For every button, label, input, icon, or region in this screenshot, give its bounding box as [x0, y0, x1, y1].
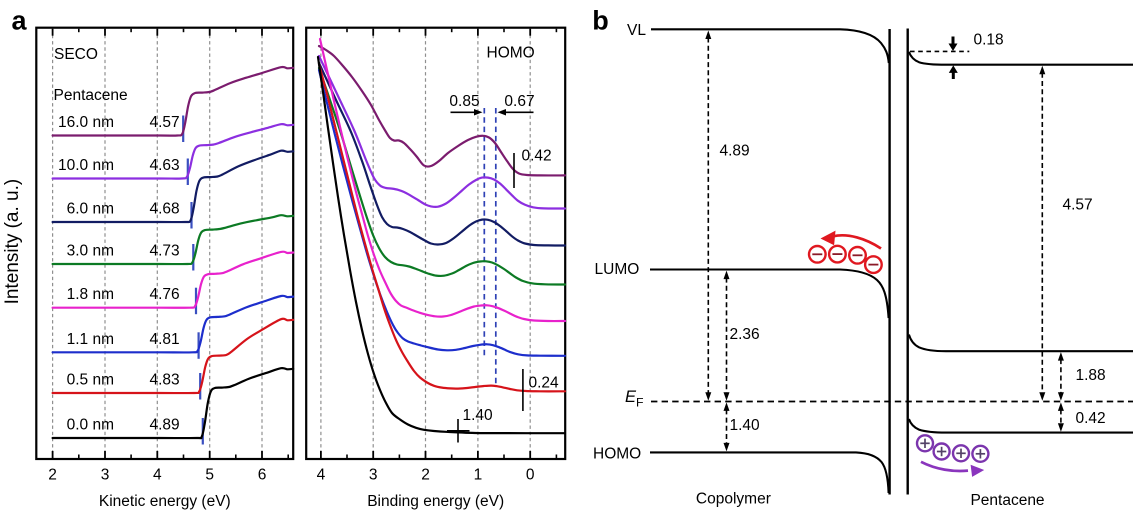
svg-text:10.0 nm: 10.0 nm — [58, 157, 114, 174]
svg-text:2: 2 — [421, 467, 430, 484]
svg-text:4.83: 4.83 — [150, 372, 180, 389]
svg-text:a: a — [12, 5, 28, 35]
svg-text:3.0 nm: 3.0 nm — [67, 243, 114, 260]
svg-text:SECO: SECO — [54, 46, 98, 63]
svg-text:6.0 nm: 6.0 nm — [67, 201, 114, 218]
svg-text:Kinetic energy (eV): Kinetic energy (eV) — [99, 493, 231, 510]
svg-text:4: 4 — [153, 467, 162, 484]
svg-text:5: 5 — [205, 467, 214, 484]
svg-text:0.24: 0.24 — [529, 375, 560, 392]
svg-text:0.67: 0.67 — [504, 93, 534, 110]
svg-text:4.89: 4.89 — [720, 143, 750, 160]
svg-text:0.85: 0.85 — [449, 93, 479, 110]
svg-text:Pentacene: Pentacene — [54, 87, 128, 104]
svg-text:4.57: 4.57 — [1063, 197, 1093, 214]
svg-text:1.1 nm: 1.1 nm — [67, 331, 114, 348]
svg-text:0.42: 0.42 — [522, 148, 552, 165]
svg-text:2.36: 2.36 — [730, 326, 760, 343]
svg-text:VL: VL — [627, 22, 646, 39]
svg-text:0.5 nm: 0.5 nm — [67, 372, 114, 389]
svg-text:0.0 nm: 0.0 nm — [67, 417, 114, 434]
svg-text:3: 3 — [101, 467, 110, 484]
svg-text:4.68: 4.68 — [150, 201, 180, 218]
svg-text:Copolymer: Copolymer — [696, 491, 771, 508]
svg-text:3: 3 — [369, 467, 378, 484]
svg-text:4.76: 4.76 — [150, 286, 180, 303]
svg-text:6: 6 — [258, 467, 267, 484]
svg-text:Binding energy (eV): Binding energy (eV) — [367, 493, 504, 510]
svg-text:HOMO: HOMO — [487, 45, 535, 62]
svg-text:0.18: 0.18 — [974, 32, 1004, 49]
svg-text:4: 4 — [317, 467, 326, 484]
svg-text:1: 1 — [474, 467, 483, 484]
svg-text:1.40: 1.40 — [463, 407, 494, 424]
svg-text:1.88: 1.88 — [1076, 367, 1106, 384]
svg-text:16.0 nm: 16.0 nm — [58, 114, 114, 131]
svg-text:b: b — [592, 5, 609, 35]
svg-text:4.73: 4.73 — [150, 243, 180, 260]
svg-text:EF: EF — [625, 388, 644, 410]
svg-text:4.81: 4.81 — [150, 331, 180, 348]
svg-text:LUMO: LUMO — [595, 261, 640, 278]
svg-text:1.8 nm: 1.8 nm — [67, 286, 114, 303]
svg-text:0: 0 — [526, 467, 535, 484]
svg-text:4.57: 4.57 — [150, 114, 180, 131]
svg-text:1.40: 1.40 — [730, 417, 761, 434]
svg-text:4.89: 4.89 — [150, 417, 180, 434]
svg-text:Intensity (a. u.): Intensity (a. u.) — [2, 179, 23, 305]
svg-text:2: 2 — [48, 467, 57, 484]
svg-text:Pentacene: Pentacene — [970, 492, 1044, 509]
svg-text:HOMO: HOMO — [593, 445, 641, 462]
svg-text:4.63: 4.63 — [150, 157, 180, 174]
svg-text:0.42: 0.42 — [1076, 410, 1106, 427]
